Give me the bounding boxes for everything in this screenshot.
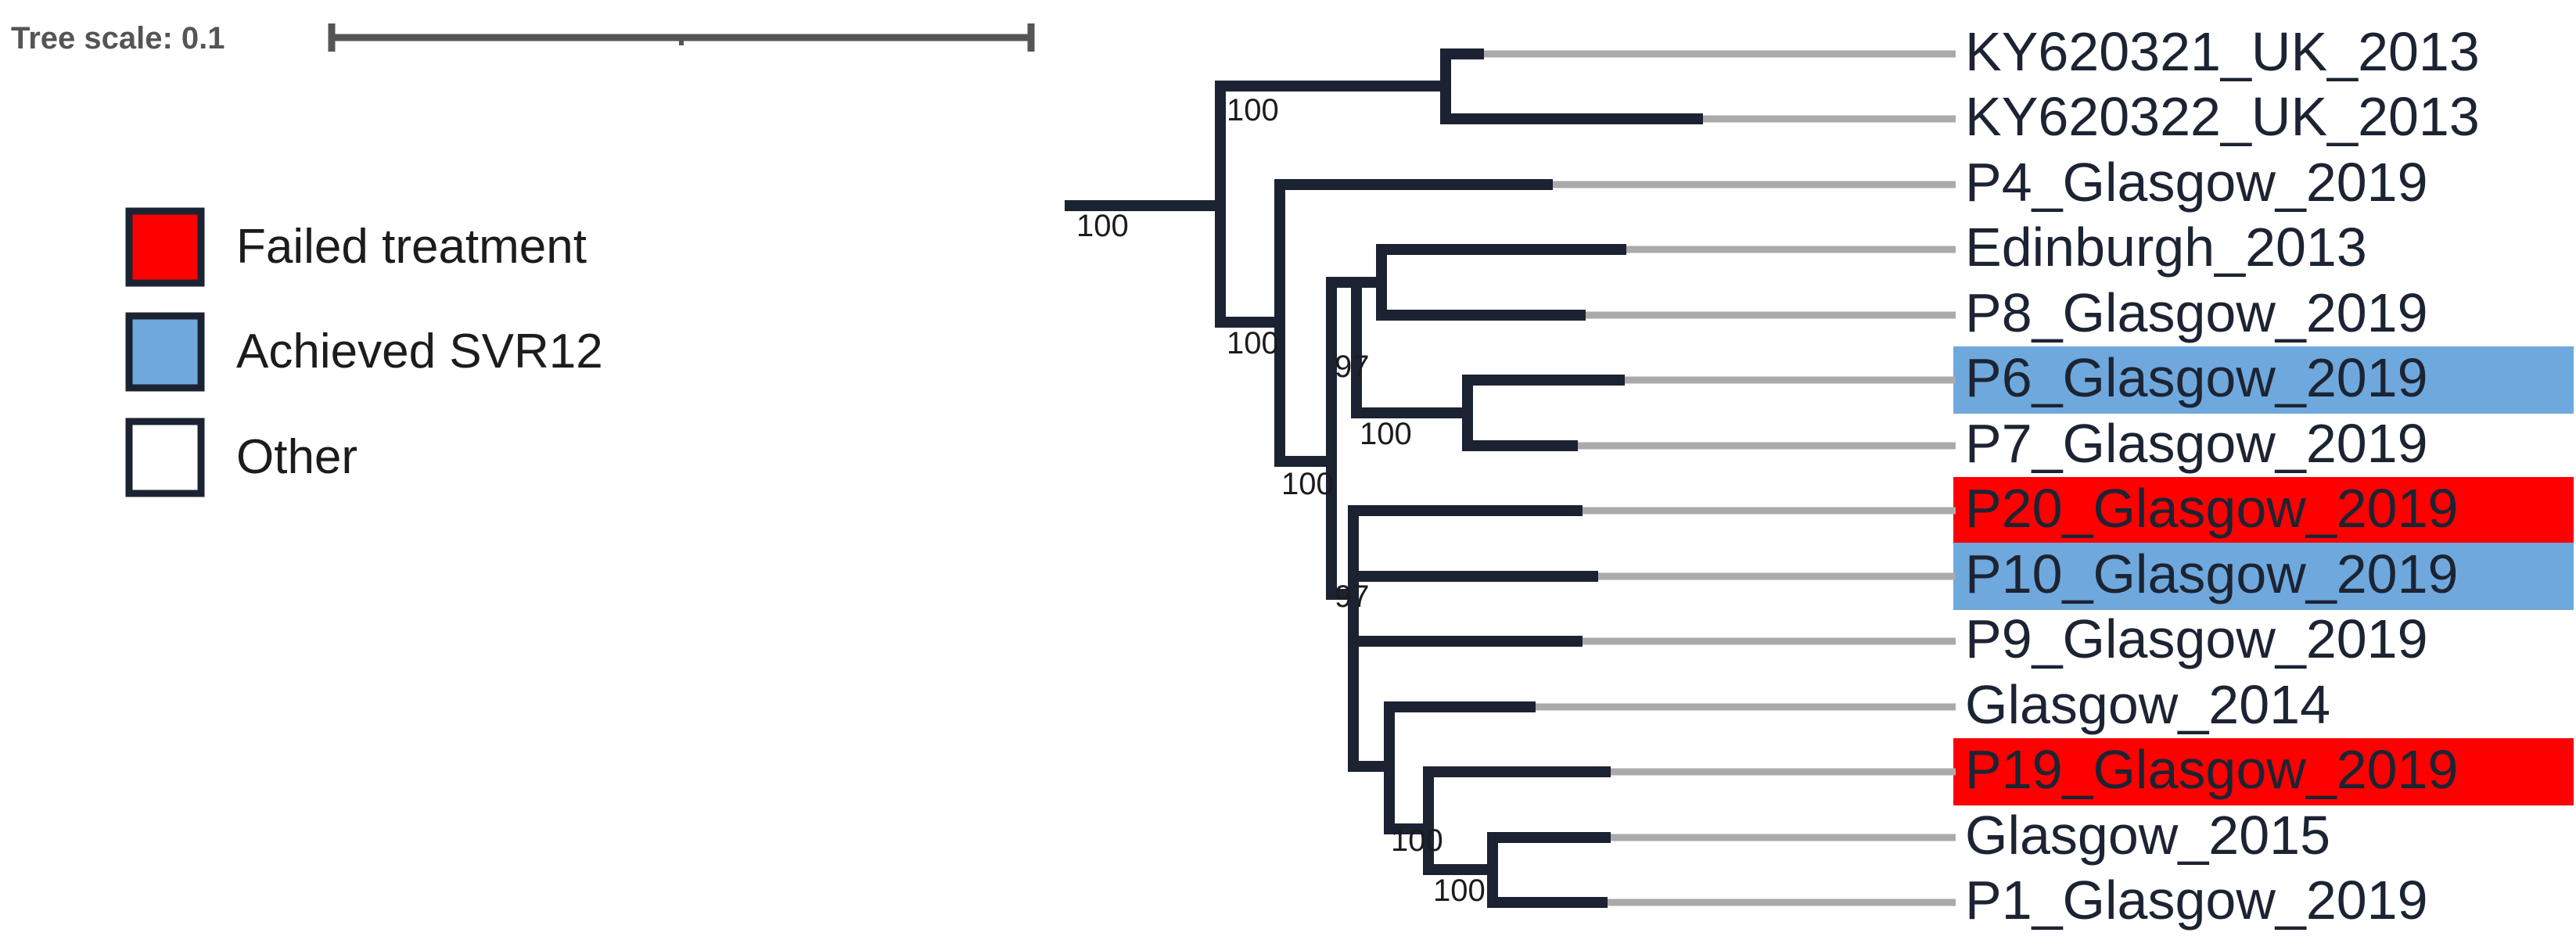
leaf-label-p10: P10_Glasgow_2019	[1965, 543, 2458, 604]
leaf-label-p7: P7_Glasgow_2019	[1965, 413, 2428, 474]
legend-swatch-failed	[125, 207, 205, 287]
leaf-label-p9: P9_Glasgow_2019	[1965, 608, 2428, 669]
bootstrap-main-clade: 100	[1227, 326, 1279, 361]
legend-label-svr12: Achieved SVR12	[236, 325, 603, 378]
legend-swatch-other	[125, 418, 205, 497]
leaf-label-glasgow-2014: Glasgow_2014	[1965, 674, 2330, 735]
leaf-highlight-p19	[1953, 738, 2574, 805]
legend-swatch-svr12	[125, 312, 205, 392]
leaf-leader-lines	[1478, 50, 1956, 906]
tree-scale-label: Tree scale: 0.1	[11, 21, 225, 56]
leaf-label-p6: P6_Glasgow_2019	[1965, 347, 2428, 408]
leaf-label-p19: P19_Glasgow_2019	[1965, 739, 2458, 800]
leaf-label-p4: P4_Glasgow_2019	[1965, 152, 2428, 213]
bootstrap-p6-p7: 100	[1360, 417, 1412, 451]
leaf-label-p8: P8_Glasgow_2019	[1965, 282, 2428, 343]
bootstrap-uk-clade: 100	[1227, 93, 1279, 127]
bootstrap-inner-clade: 100	[1281, 467, 1334, 501]
leaf-label-edinburgh-2013: Edinburgh_2013	[1965, 217, 2367, 278]
tree-scale: Tree scale: 0.1	[11, 21, 1035, 56]
bootstrap-glasgow-clade: 97	[1335, 579, 1370, 614]
legend-label-other: Other	[236, 430, 357, 484]
bootstrap-root: 100	[1076, 209, 1129, 243]
leaf-label-p1: P1_Glasgow_2019	[1965, 870, 2428, 931]
bootstrap-g2015-p1-p19: 100	[1391, 823, 1443, 858]
leaf-label-ky620322: KY620322_UK_2013	[1965, 86, 2480, 147]
leaf-label-ky620321: KY620321_UK_2013	[1965, 21, 2480, 82]
bootstrap-edinburgh-clade: 97	[1335, 350, 1370, 384]
bootstrap-g2015-p1: 100	[1433, 873, 1486, 908]
bootstrap-labels: 100 100 100 100 97 100 97 100 100	[1076, 93, 1486, 908]
legend-label-failed: Failed treatment	[236, 220, 587, 274]
tree-branches	[1065, 48, 1703, 908]
leaf-highlight-p10	[1953, 543, 2574, 610]
legend: Failed treatment Achieved SVR12 Other	[125, 207, 603, 497]
leaf-highlight-p20	[1953, 477, 2574, 544]
leaf-highlight-p6	[1953, 346, 2574, 414]
leaf-label-glasgow-2015: Glasgow_2015	[1965, 805, 2330, 866]
leaf-labels: KY620321_UK_2013 KY620322_UK_2013 P4_Gla…	[1965, 21, 2480, 931]
tree-scale-bar	[328, 23, 1035, 52]
leaf-label-p20: P20_Glasgow_2019	[1965, 478, 2458, 539]
leaf-highlights	[1953, 346, 2574, 805]
